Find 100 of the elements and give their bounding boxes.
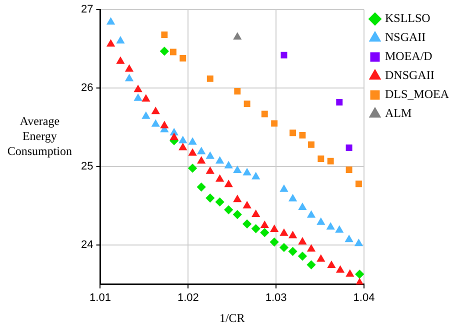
point xyxy=(289,231,297,238)
point xyxy=(206,75,214,82)
point xyxy=(107,40,115,47)
point xyxy=(307,244,316,252)
point xyxy=(336,226,344,233)
point xyxy=(290,130,296,136)
point xyxy=(306,260,316,270)
point xyxy=(206,167,214,174)
point xyxy=(160,46,169,56)
point xyxy=(242,220,252,228)
y-tick-label: 26 xyxy=(80,82,94,94)
legend-label: MOEA/D xyxy=(385,49,433,64)
legend-label: ALM xyxy=(385,106,412,120)
point xyxy=(260,228,269,237)
legend-label: NSGAII xyxy=(385,30,426,44)
point xyxy=(346,144,352,152)
point xyxy=(134,85,142,92)
point xyxy=(179,136,187,144)
point xyxy=(336,99,343,106)
point xyxy=(188,164,197,172)
point xyxy=(260,221,268,228)
point xyxy=(125,74,134,82)
point xyxy=(107,18,115,25)
x-tick-label: 1.01 xyxy=(90,292,111,304)
point xyxy=(234,166,242,174)
point xyxy=(280,243,288,252)
point xyxy=(298,252,307,260)
point xyxy=(270,238,279,246)
point xyxy=(142,94,150,102)
point xyxy=(198,147,206,154)
point xyxy=(328,261,336,268)
legend-label: DNSGAII xyxy=(385,68,434,82)
point xyxy=(170,133,178,140)
y-tick-label: 27 xyxy=(80,4,94,16)
point xyxy=(261,110,268,118)
point xyxy=(170,128,178,136)
point xyxy=(346,270,354,277)
y-tick-label: 25 xyxy=(80,160,94,173)
point xyxy=(317,255,325,262)
point xyxy=(354,239,363,246)
point xyxy=(125,65,134,72)
point xyxy=(224,206,233,214)
point xyxy=(307,211,316,218)
point xyxy=(198,156,206,164)
point xyxy=(298,238,306,245)
y-tick-label: 24 xyxy=(80,239,94,252)
point xyxy=(345,235,353,242)
point xyxy=(280,185,288,192)
legend-label: KSLLSO xyxy=(385,11,431,26)
point xyxy=(188,149,196,156)
point xyxy=(234,88,241,94)
point xyxy=(116,36,124,44)
point xyxy=(179,144,187,150)
point xyxy=(327,158,334,164)
point xyxy=(355,270,364,278)
point xyxy=(216,174,224,182)
x-tick-label: 1.02 xyxy=(177,292,199,304)
point xyxy=(298,203,306,210)
point xyxy=(243,168,251,176)
point xyxy=(206,194,214,202)
point xyxy=(252,210,260,218)
point xyxy=(244,100,250,108)
x-tick-label: 1.04 xyxy=(353,292,375,304)
point xyxy=(197,182,206,192)
point xyxy=(318,156,324,162)
point xyxy=(288,247,298,256)
legend-label: DLS_MOEA xyxy=(385,87,450,102)
point xyxy=(280,229,288,236)
point xyxy=(224,180,232,188)
point xyxy=(216,198,224,206)
point xyxy=(160,122,168,128)
point xyxy=(280,52,288,58)
point xyxy=(252,224,260,233)
point xyxy=(299,132,306,138)
point xyxy=(326,222,334,230)
point xyxy=(356,180,362,188)
point xyxy=(206,152,214,159)
point xyxy=(224,162,232,168)
point xyxy=(234,32,242,40)
point xyxy=(180,55,186,62)
point xyxy=(116,57,124,64)
point xyxy=(289,194,297,202)
point xyxy=(271,120,278,127)
point xyxy=(346,166,352,173)
point xyxy=(308,141,314,148)
y-axis-title: Average Energy Consumption xyxy=(7,114,72,158)
point xyxy=(233,210,242,219)
point xyxy=(270,225,278,232)
point xyxy=(152,120,160,127)
point xyxy=(317,218,325,225)
point xyxy=(243,202,251,208)
x-axis-title: 1/CR xyxy=(219,310,245,325)
point xyxy=(142,112,150,119)
point xyxy=(336,266,344,273)
x-tick-label: 1.03 xyxy=(265,292,287,304)
point xyxy=(234,195,242,202)
point xyxy=(170,48,176,56)
point xyxy=(161,32,168,38)
point xyxy=(216,156,224,164)
point xyxy=(134,94,142,101)
